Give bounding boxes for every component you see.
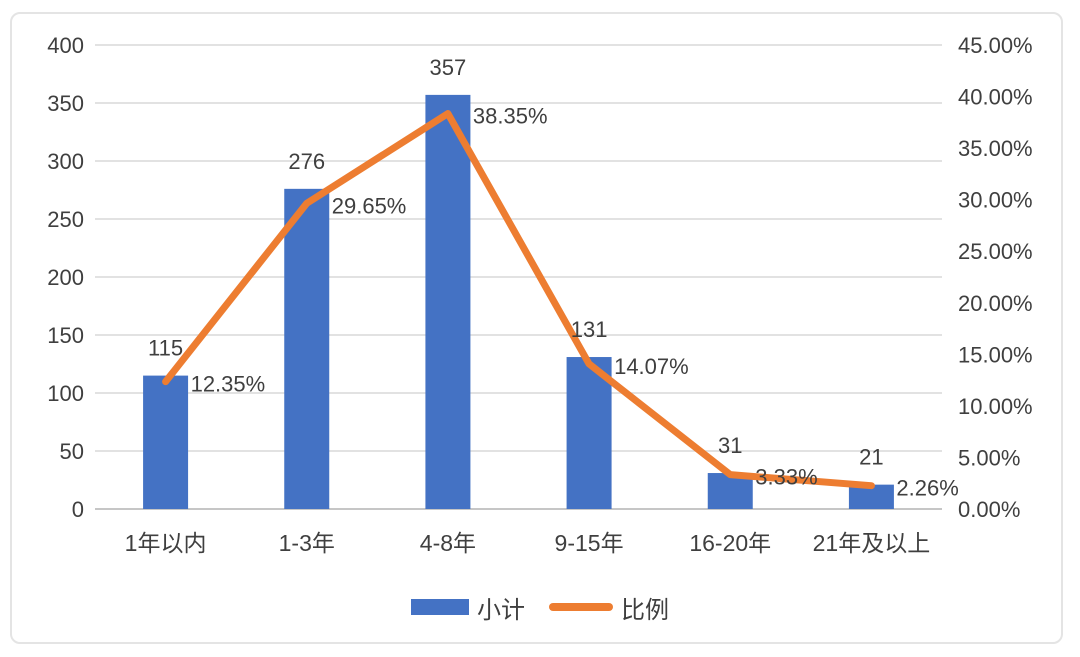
bar-9-15年 bbox=[566, 357, 612, 509]
x-axis-category-label: 21年及以上 bbox=[813, 530, 931, 556]
right-axis-tick-label: 10.00% bbox=[958, 394, 1033, 419]
bar-value-label: 115 bbox=[148, 336, 183, 361]
legend-item-subtotal: 小计 bbox=[411, 590, 525, 625]
left-axis-tick-label: 0 bbox=[72, 497, 84, 522]
x-axis-category-label: 1-3年 bbox=[279, 530, 335, 556]
chart-legend: 小计 比例 bbox=[0, 590, 1080, 624]
bar-value-label: 31 bbox=[718, 433, 742, 458]
bar-value-label: 21 bbox=[859, 445, 883, 470]
bar-value-label: 276 bbox=[288, 149, 325, 174]
line-percent-label: 3.33% bbox=[755, 465, 817, 490]
legend-label-ratio: 比例 bbox=[621, 596, 669, 624]
bar-1年以内 bbox=[143, 375, 189, 509]
x-axis-category-label: 9-15年 bbox=[555, 530, 624, 556]
left-axis-tick-label: 400 bbox=[47, 33, 84, 58]
legend-bar-swatch-icon bbox=[411, 599, 469, 615]
left-axis-tick-label: 250 bbox=[47, 207, 84, 232]
x-axis-category-label: 4-8年 bbox=[420, 530, 476, 556]
legend-item-ratio: 比例 bbox=[549, 590, 669, 625]
line-percent-label: 14.07% bbox=[614, 354, 689, 379]
line-percent-label: 29.65% bbox=[332, 193, 407, 218]
right-axis-tick-label: 35.00% bbox=[958, 136, 1033, 161]
right-axis-tick-label: 25.00% bbox=[958, 239, 1033, 264]
right-axis-tick-label: 0.00% bbox=[958, 497, 1020, 522]
ratio-line-series bbox=[162, 110, 875, 490]
line-percent-label: 12.35% bbox=[191, 372, 266, 397]
chart-card bbox=[10, 12, 1063, 644]
right-axis-tick-label: 45.00% bbox=[958, 33, 1033, 58]
line-percent-label: 2.26% bbox=[896, 476, 958, 501]
left-axis-tick-label: 150 bbox=[47, 323, 84, 348]
left-axis-tick-label: 350 bbox=[47, 91, 84, 116]
legend-label-subtotal: 小计 bbox=[477, 596, 525, 624]
bar-value-label: 357 bbox=[430, 55, 467, 80]
legend-line-swatch-icon bbox=[549, 603, 613, 611]
right-axis-tick-label: 30.00% bbox=[958, 188, 1033, 213]
left-axis-tick-label: 100 bbox=[47, 381, 84, 406]
left-axis-tick-label: 200 bbox=[47, 265, 84, 290]
bar-1-3年 bbox=[284, 188, 330, 509]
bar-4-8年 bbox=[425, 94, 471, 509]
left-axis-tick-label: 300 bbox=[47, 149, 84, 174]
right-axis-tick-label: 5.00% bbox=[958, 445, 1020, 470]
left-axis-tick-label: 50 bbox=[60, 439, 84, 464]
right-axis-tick-label: 15.00% bbox=[958, 342, 1033, 367]
line-percent-label: 38.35% bbox=[473, 104, 548, 129]
right-axis-tick-label: 20.00% bbox=[958, 291, 1033, 316]
x-axis-category-label: 1年以内 bbox=[125, 530, 207, 556]
x-axis-category-label: 16-20年 bbox=[689, 530, 771, 556]
bar-value-label: 131 bbox=[571, 317, 608, 342]
right-axis-tick-label: 40.00% bbox=[958, 85, 1033, 110]
